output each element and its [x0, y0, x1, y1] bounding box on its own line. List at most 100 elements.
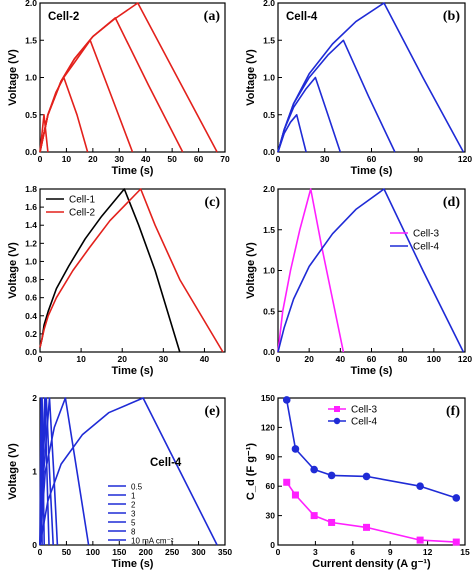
x-tick-label: 15	[460, 547, 470, 557]
series-line	[277, 39, 396, 153]
legend-marker	[333, 417, 341, 425]
x-tick-label: 6	[350, 547, 355, 557]
legend-label: Cell-4	[413, 242, 440, 253]
legend-label: 10 mA cm⁻²	[131, 537, 174, 546]
y-tick-label: 90	[266, 452, 276, 462]
x-tick-label: 10	[76, 354, 86, 364]
panel-label: (e)	[204, 404, 220, 419]
y-tick-label: 150	[261, 393, 275, 403]
x-tick-label: 30	[320, 154, 330, 164]
x-tick-label: 50	[62, 547, 72, 557]
y-tick-label: 0.5	[263, 306, 275, 316]
x-axis-label: Time (s)	[112, 365, 154, 377]
x-axis-label: Time (s)	[112, 558, 154, 570]
panel-title: Cell-4	[286, 11, 318, 23]
x-tick-label: 0	[38, 547, 43, 557]
series-line	[39, 397, 218, 546]
series-line	[277, 188, 345, 353]
data-point	[416, 536, 424, 544]
x-axis-label: Time (s)	[112, 165, 154, 177]
legend-label: 8	[131, 528, 136, 537]
data-point	[310, 512, 318, 520]
x-tick-label: 60	[367, 154, 377, 164]
plot-frame	[277, 188, 466, 353]
panel-b: 0 30 60 90 120 0.0 0.5 1.0 1.5 2.0 Time (s) Voltage…	[245, 0, 472, 177]
x-tick-label: 10	[62, 154, 72, 164]
series-line	[277, 2, 465, 153]
data-point	[362, 472, 371, 481]
x-tick-label: 20	[117, 354, 127, 364]
x-tick-label: 0	[38, 354, 43, 364]
data-point	[291, 445, 300, 453]
x-axis-label: Time (s)	[351, 165, 393, 177]
y-tick-label: 1.0	[263, 266, 275, 276]
y-tick-label: 1.2	[25, 238, 37, 248]
x-tick-label: 150	[112, 547, 126, 557]
x-tick-label: 12	[423, 547, 433, 557]
data-point	[416, 482, 424, 491]
y-tick-label: 1	[32, 467, 37, 477]
x-tick-label: 40	[336, 354, 346, 364]
panel-a: 0 10 20 30 40 50 60 70 0.0 0.5 1.0 1.5 2.0 Time (s) Vo…	[7, 0, 230, 177]
x-tick-label: 60	[194, 154, 204, 164]
data-point	[328, 518, 336, 526]
plot-frame	[39, 188, 226, 353]
legend-marker	[334, 406, 340, 412]
y-tick-label: 0.0	[263, 147, 275, 157]
x-tick-label: 0	[276, 547, 281, 557]
y-tick-label: 0.2	[25, 329, 37, 339]
plot-frame	[277, 397, 466, 546]
series-line	[39, 397, 59, 546]
x-tick-label: 30	[115, 154, 125, 164]
y-tick-label: 2.0	[263, 184, 275, 194]
x-tick-label: 40	[141, 154, 151, 164]
x-axis-label: Current density (A g⁻¹)	[312, 558, 431, 570]
x-tick-label: 200	[139, 547, 153, 557]
data-point	[452, 538, 460, 546]
y-tick-label: 1.5	[25, 35, 37, 45]
x-tick-label: 300	[191, 547, 205, 557]
series-line	[277, 114, 307, 153]
series-line	[277, 188, 465, 353]
legend-label: Cell-1	[69, 195, 96, 206]
y-axis-label: Voltage (V)	[7, 49, 19, 106]
y-tick-label: 1.0	[263, 73, 275, 83]
y-tick-label: 0	[32, 540, 37, 550]
data-point	[310, 465, 318, 474]
panel-d: 0 20 40 60 80 100 120 0.0 0.5 1.0 1.5 2.0 Time (s) Vo…	[245, 184, 472, 377]
panel-title: Cell-4	[150, 457, 182, 469]
x-tick-label: 120	[458, 354, 472, 364]
legend-label: 0.5	[131, 483, 143, 492]
data-point	[283, 478, 291, 486]
x-tick-label: 120	[458, 154, 472, 164]
series-line	[39, 397, 90, 546]
panel-label: (f)	[446, 404, 460, 419]
y-tick-label: 0.8	[25, 275, 37, 285]
legend-label: Cell-4	[351, 417, 378, 428]
series-line	[39, 2, 218, 153]
y-tick-label: 0.5	[25, 110, 37, 120]
y-axis-label: Voltage (V)	[7, 242, 19, 299]
y-tick-label: 120	[261, 422, 275, 432]
y-axis-label: Voltage (V)	[7, 443, 19, 500]
x-tick-label: 60	[367, 354, 377, 364]
y-tick-label: 0.0	[25, 347, 37, 357]
x-tick-label: 70	[220, 154, 230, 164]
y-axis-label: Voltage (V)	[245, 242, 257, 299]
y-tick-label: 0.0	[25, 147, 37, 157]
legend-label: 2	[131, 501, 136, 510]
panel-label: (c)	[204, 195, 220, 210]
x-tick-label: 50	[167, 154, 177, 164]
y-tick-label: 1.0	[25, 256, 37, 266]
x-tick-label: 30	[159, 354, 169, 364]
y-tick-label: 1.6	[25, 202, 37, 212]
x-tick-label: 250	[165, 547, 179, 557]
data-point	[452, 494, 461, 502]
x-tick-label: 0	[276, 354, 281, 364]
x-tick-label: 90	[414, 154, 424, 164]
y-tick-label: 60	[266, 481, 276, 491]
y-tick-label: 0.4	[25, 311, 37, 321]
x-tick-label: 20	[304, 354, 314, 364]
